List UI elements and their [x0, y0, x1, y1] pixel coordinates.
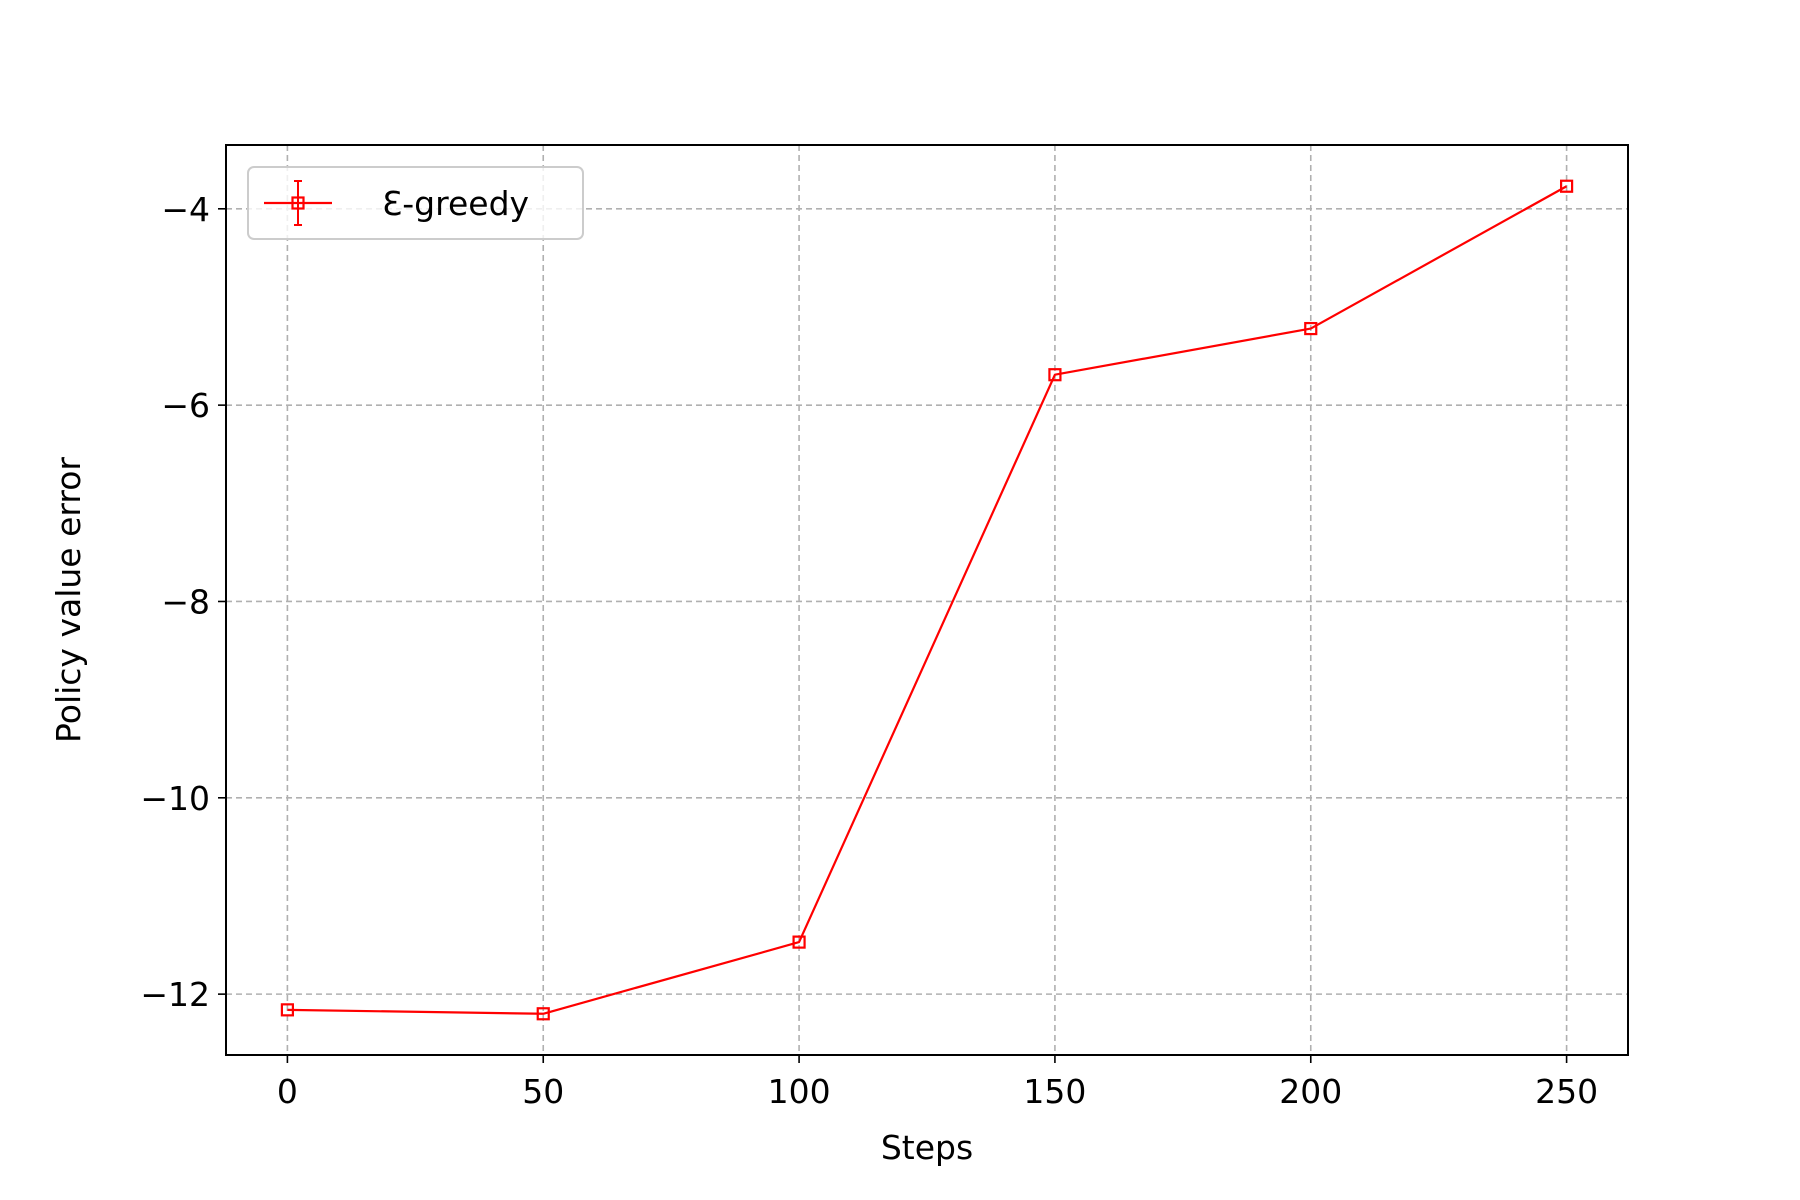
- x-axis-label: Steps: [881, 1128, 973, 1167]
- plot-frame: [225, 144, 1629, 1056]
- series-line: [287, 185, 1568, 1015]
- legend-entry-label: Ɛ-greedy: [382, 184, 529, 223]
- x-tick-label: 250: [1535, 1072, 1598, 1111]
- legend-marker: [291, 196, 305, 210]
- y-tick-label: −12: [140, 975, 210, 1014]
- legend-handle: [264, 180, 332, 226]
- data-point: [280, 1003, 295, 1017]
- data-point: [1048, 368, 1062, 382]
- legend: Ɛ-greedy: [247, 166, 584, 240]
- y-tick-label: −6: [161, 386, 210, 425]
- x-tick-label: 150: [1023, 1072, 1086, 1111]
- x-tick-label: 100: [768, 1072, 831, 1111]
- legend-box: [247, 166, 584, 240]
- data-point: [1304, 321, 1318, 336]
- x-tick-label: 200: [1279, 1072, 1342, 1111]
- y-tick-label: −4: [161, 190, 210, 229]
- data-point: [1559, 179, 1574, 193]
- y-tick-label: −10: [140, 779, 210, 818]
- ticks: 0 50 100 150 200 250 −12 −10 −8 −6 −4: [140, 190, 1598, 1111]
- series-layer: [280, 179, 1574, 1021]
- data-point: [792, 935, 806, 949]
- y-tick-label: −8: [161, 582, 210, 621]
- x-tick-label: 0: [277, 1072, 298, 1111]
- y-axis-label: Policy value error: [49, 457, 88, 743]
- data-point: [536, 1007, 550, 1021]
- x-tick-label: 50: [522, 1072, 564, 1111]
